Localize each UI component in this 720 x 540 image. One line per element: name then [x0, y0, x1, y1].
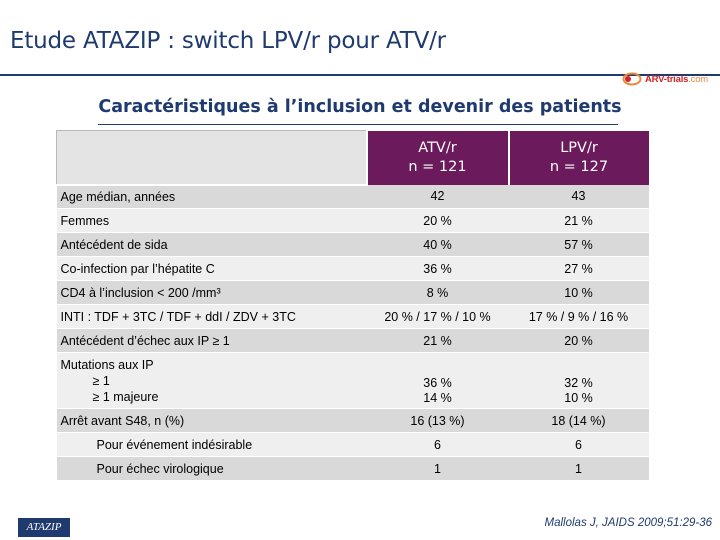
table-row-mutations: Mutations aux IP ≥ 1 ≥ 1 majeure 36 % 14…: [56, 352, 649, 409]
cell-lpv: 10 %: [508, 280, 649, 305]
cell-lpv: 57 %: [508, 232, 649, 257]
cell-lpv-ge1-major: 10 %: [564, 391, 593, 405]
cell-atv: 36 % 14 %: [366, 352, 509, 409]
table-row: Pour événement indésirable 6 6: [56, 432, 649, 457]
column-header-atv: ATV/r n = 121: [365, 130, 509, 185]
cell-lpv: 18 (14 %): [508, 408, 649, 433]
table-corner-cell: [56, 130, 367, 186]
cell-lpv-ge1: 32 %: [564, 376, 593, 390]
sub-label-ge1: ≥ 1: [92, 373, 110, 388]
cell-atv: 20 %: [366, 208, 509, 233]
table-row: Pour échec virologique 1 1: [56, 456, 649, 481]
table-row: Femmes 20 % 21 %: [56, 208, 649, 233]
table-row: Antécédent de sida 40 % 57 %: [56, 232, 649, 257]
column-header-atv-name: ATV/r: [418, 139, 457, 156]
arv-trials-logo: ARV-trials.com: [622, 68, 717, 90]
cell-atv: 16 (13 %): [366, 408, 509, 433]
cell-lpv: 27 %: [508, 256, 649, 281]
table-row: INTI : TDF + 3TC / TDF + ddI / ZDV + 3TC…: [56, 304, 649, 329]
column-header-atv-n: n = 121: [408, 158, 467, 175]
column-header-lpv-n: n = 127: [549, 158, 609, 175]
cell-atv: 42: [366, 184, 509, 209]
footer-study-tag: ATAZIP: [18, 518, 70, 537]
table-row: Antécédent d’échec aux IP ≥ 1 21 % 20 %: [56, 328, 649, 353]
cell-atv-ge1-major: 14 %: [423, 391, 452, 405]
table-subtitle: Caractéristiques à l’inclusion et deveni…: [98, 97, 622, 117]
subtitle-underline: [98, 124, 618, 125]
logo-text: ARV-trials.com: [645, 73, 709, 85]
column-header-lpv: LPV/r n = 127: [507, 130, 649, 185]
row-label: Femmes: [56, 208, 367, 233]
row-label: Antécédent d’échec aux IP ≥ 1: [56, 328, 367, 353]
cell-atv: 6: [366, 432, 509, 457]
row-label: CD4 à l’inclusion < 200 /mm³: [56, 280, 367, 305]
citation: Mallolas J, JAIDS 2009;51:29-36: [544, 517, 712, 529]
column-header-lpv-name: LPV/r: [560, 139, 598, 156]
row-label: Mutations aux IP: [60, 357, 154, 372]
row-label: Co-infection par l’hépatite C: [56, 256, 367, 281]
cell-lpv: 1: [508, 456, 649, 481]
row-label: Arrêt avant S48, n (%): [56, 408, 367, 433]
characteristics-table: ATV/r n = 121 LPV/r n = 127 Age médian, …: [56, 130, 649, 481]
cell-lpv: 6: [508, 432, 649, 457]
cell-atv-ge1: 36 %: [423, 376, 452, 390]
row-label: Antécédent de sida: [56, 232, 367, 257]
cell-lpv: 32 % 10 %: [508, 352, 649, 409]
cell-lpv: 43: [508, 184, 649, 209]
logo-swirl-icon: [622, 72, 642, 86]
table-row: CD4 à l’inclusion < 200 /mm³ 8 % 10 %: [56, 280, 649, 305]
cell-atv: 21 %: [366, 328, 509, 353]
slide-title: Etude ATAZIP : switch LPV/r pour ATV/r: [10, 28, 446, 54]
cell-atv: 20 % / 17 % / 10 %: [366, 304, 509, 329]
cell-atv: 1: [366, 456, 509, 481]
cell-lpv: 21 %: [508, 208, 649, 233]
row-label-mutations: Mutations aux IP ≥ 1 ≥ 1 majeure: [56, 352, 367, 409]
row-label: Pour événement indésirable: [56, 432, 367, 457]
cell-atv: 8 %: [366, 280, 509, 305]
row-label: INTI : TDF + 3TC / TDF + ddI / ZDV + 3TC: [56, 304, 367, 329]
cell-atv: 40 %: [366, 232, 509, 257]
cell-atv: 36 %: [366, 256, 509, 281]
sub-label-ge1-major: ≥ 1 majeure: [92, 389, 159, 404]
table-row: Age médian, années 42 43: [56, 184, 649, 209]
title-divider: [0, 74, 720, 76]
row-label: Pour échec virologique: [56, 456, 367, 481]
table-row: Arrêt avant S48, n (%) 16 (13 %) 18 (14 …: [56, 408, 649, 433]
table-row: Co-infection par l’hépatite C 36 % 27 %: [56, 256, 649, 281]
cell-lpv: 20 %: [508, 328, 649, 353]
cell-lpv: 17 % / 9 % / 16 %: [508, 304, 649, 329]
row-label: Age médian, années: [56, 184, 367, 209]
